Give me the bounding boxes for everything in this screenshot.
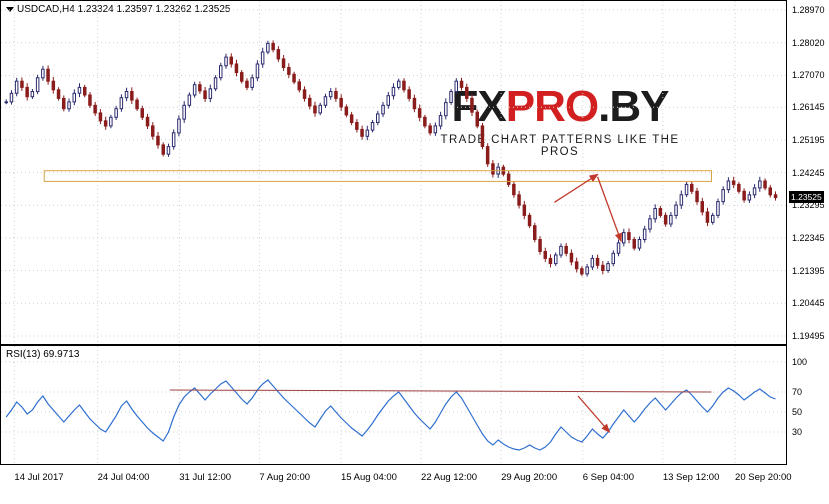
time-axis-tick: 31 Jul 12:00: [179, 472, 232, 483]
watermark-by: .BY: [598, 82, 669, 131]
price-axis-tick: 1.23295: [792, 200, 825, 211]
symbol-legend: USDCAD,H4 1.23324 1.23597 1.23262 1.2352…: [6, 4, 231, 15]
watermark-subtitle: TRADE CHART PATTERNS LIKE THE PROS: [440, 134, 680, 158]
price-axis-tick: 1.24245: [792, 167, 825, 178]
symbol-legend-text: USDCAD,H4 1.23324 1.23597 1.23262 1.2352…: [17, 4, 231, 15]
price-axis-tick: 1.26145: [792, 102, 825, 113]
time-axis-tick: 29 Aug 20:00: [501, 472, 558, 483]
indicator-axis-tick: 100: [792, 357, 808, 367]
price-axis-tick: 1.22345: [792, 232, 825, 243]
time-axis-tick: 7 Aug 20:00: [259, 472, 311, 483]
indicator-legend-text: RSI(13) 69.9713: [6, 349, 80, 360]
watermark-title: FXPRO.BY: [420, 82, 700, 132]
time-axis-tick: 14 Jul 2017: [14, 472, 64, 483]
price-axis-tick: 1.27070: [792, 70, 825, 81]
time-axis-tick: 22 Aug 12:00: [421, 472, 478, 483]
price-axis-tick: 1.20445: [792, 298, 825, 309]
indicator-axis-tick: 50: [792, 407, 803, 417]
indicator-legend: RSI(13) 69.9713: [6, 349, 79, 360]
watermark-fx: FX: [451, 82, 507, 131]
watermark-pro: PRO: [505, 82, 599, 131]
time-axis-tick: 24 Jul 04:00: [97, 472, 150, 483]
time-axis-tick: 6 Sep 04:00: [582, 472, 634, 483]
watermark: FXPRO.BY TRADE CHART PATTERNS LIKE THE P…: [420, 82, 700, 158]
price-axis-tick: 1.28020: [792, 37, 825, 48]
price-axis-tick: 1.28970: [792, 5, 825, 15]
time-axis-tick: 20 Sep 20:00: [735, 472, 792, 483]
price-axis-tick: 1.25195: [792, 134, 825, 145]
indicator-pane-border: [0, 345, 787, 465]
indicator-axis-tick: 70: [792, 387, 803, 397]
indicator-axis-tick: 30: [792, 427, 803, 437]
price-pane-border: [0, 0, 787, 345]
time-axis-tick: 13 Sep 12:00: [662, 472, 720, 483]
price-axis-tick: 1.19495: [792, 331, 825, 341]
current-price-tag: 1.23525: [789, 191, 824, 204]
chevron-down-icon[interactable]: [6, 6, 14, 12]
time-axis-tick: 15 Aug 04:00: [340, 472, 397, 483]
price-axis-tick: 1.21395: [792, 265, 825, 276]
